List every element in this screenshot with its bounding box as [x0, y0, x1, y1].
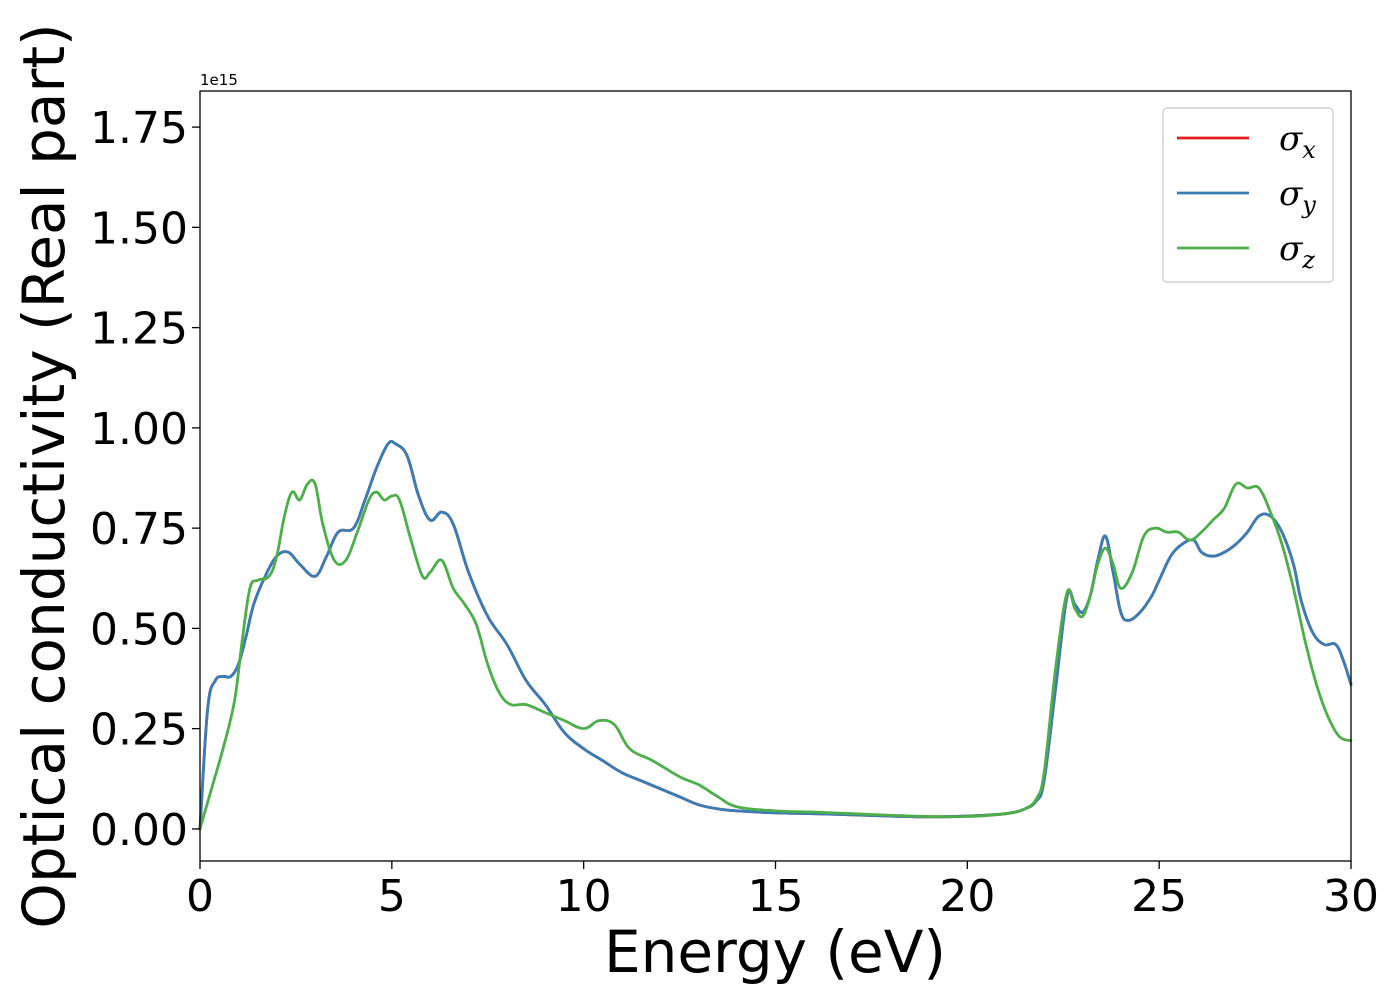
y-tick-label: 1.50 — [90, 203, 188, 254]
series-line-σz — [198, 478, 1353, 831]
x-axis-label: Energy (eV) — [604, 918, 946, 986]
plot-area — [200, 91, 1351, 861]
x-tick-label: 10 — [556, 871, 612, 922]
x-tick-label: 30 — [1323, 871, 1379, 922]
legend-label-σy: σy — [1279, 174, 1316, 219]
y-tick-label: 0.00 — [90, 805, 188, 856]
x-tick-label: 20 — [939, 871, 995, 922]
y-offset-label: 1e15 — [200, 71, 238, 89]
series-line-σy — [198, 440, 1353, 831]
y-tick-label: 1.75 — [90, 103, 188, 154]
y-axis: 0.00 0.25 0.50 0.75 1.00 1.25 1.50 1.75 — [90, 103, 200, 856]
y-tick-label: 0.25 — [90, 705, 188, 756]
y-tick-label: 0.50 — [90, 604, 188, 655]
series-layer — [198, 440, 1353, 831]
y-tick-label: 0.75 — [90, 504, 188, 555]
x-tick-label: 5 — [378, 871, 406, 922]
x-axis: 0 5 10 15 20 25 30 — [186, 861, 1379, 922]
x-tick-label: 25 — [1131, 871, 1187, 922]
x-tick-label: 0 — [186, 871, 214, 922]
legend-frame — [1162, 107, 1334, 283]
x-tick-label: 15 — [748, 871, 804, 922]
y-tick-label: 1.25 — [90, 304, 188, 355]
y-axis-label: Optical conductivity (Real part) — [10, 23, 78, 928]
y-tick-label: 1.00 — [90, 404, 188, 455]
